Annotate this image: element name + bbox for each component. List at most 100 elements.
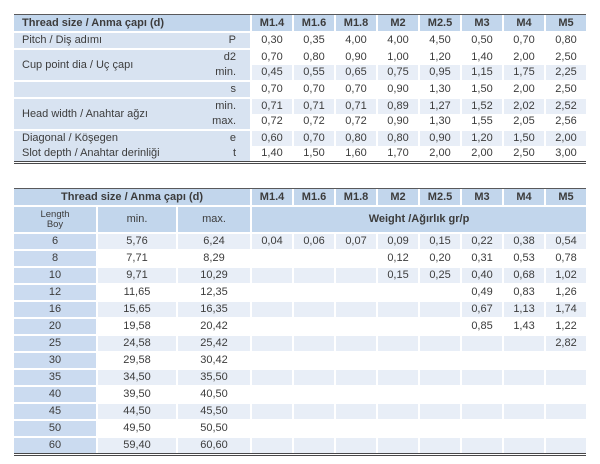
length-cell: 8 [14, 249, 96, 266]
weight-cell [376, 317, 419, 334]
value-cell: 1,40 [460, 48, 503, 65]
weight-cell [376, 334, 419, 351]
weight-row: 50 49,50 50,50 [14, 419, 587, 436]
weight-row: 25 24,58 25,42 2,82 [14, 334, 587, 351]
value-cell: 0,71 [250, 97, 293, 114]
weight-cell [334, 334, 377, 351]
weight-cell [460, 334, 503, 351]
weight-cell [250, 334, 293, 351]
weight-cell [460, 351, 503, 368]
row-label: Diagonal / Köşegen [14, 129, 194, 146]
spec-row: Head width / Anahtar ağzı min. 0,71 0,71 0,7… [14, 97, 587, 129]
weight-row: 35 34,50 35,50 [14, 368, 587, 385]
column-header-M1.4: M1.4 [250, 189, 293, 205]
subheader-row: Length Boy min. max. Weight /Ağırlık gr/… [14, 205, 587, 232]
weight-cell [292, 334, 335, 351]
thread-size-header-label: Thread size / Anma çapı (d) [14, 15, 251, 31]
weight-cell: 2,82 [544, 334, 587, 351]
value-cell: 1,52 [460, 97, 503, 114]
length-cell: 60 [14, 436, 96, 453]
weight-cell: 0,20 [418, 249, 461, 266]
weight-cell [250, 283, 293, 300]
min-cell: 44,50 [96, 402, 176, 419]
value-cell: 3,00 [544, 146, 587, 161]
value-cell: 0,80 [292, 48, 335, 65]
weight-cell [292, 436, 335, 453]
weight-cell [460, 368, 503, 385]
value-cell: 0,60 [250, 129, 293, 146]
weight-cell [460, 402, 503, 419]
value-cell: 0,71 [292, 97, 335, 114]
min-cell: 24,58 [96, 334, 176, 351]
value-cell: 1,30 [418, 114, 461, 129]
weight-cell [376, 436, 419, 453]
weight-cell [334, 351, 377, 368]
weight-cell: 0,07 [334, 232, 377, 249]
weight-cell [292, 419, 335, 436]
min-cell: 59,40 [96, 436, 176, 453]
weight-row: 45 44,50 45,50 [14, 402, 587, 419]
length-cell: 30 [14, 351, 96, 368]
weight-row: 6 5,76 6,24 0,04 0,06 0,07 0,09 0,15 0,22 0,38 0,5… [14, 232, 587, 249]
value-cell: 2,52 [544, 97, 587, 114]
weight-cell [292, 317, 335, 334]
weight-cell [418, 283, 461, 300]
value-cell: 0,72 [292, 114, 335, 129]
value-cell: 0,80 [376, 129, 419, 146]
value-cell: 0,30 [250, 31, 293, 48]
spec-row: min. 0,45 0,55 0,65 0,75 0,95 1,15 1,75 2,25 [14, 65, 587, 80]
length-cell: 50 [14, 419, 96, 436]
weight-cell: 0,09 [376, 232, 419, 249]
value-cell: 0,80 [334, 129, 377, 146]
weight-cell: 0,78 [544, 249, 587, 266]
value-cell: 2,00 [502, 48, 545, 65]
weight-cell: 0,85 [460, 317, 503, 334]
weight-cell [376, 351, 419, 368]
value-cell: 0,55 [292, 65, 335, 80]
weight-table: Thread size / Anma çapı (d) M1.4 M1.6 M1.8… [14, 188, 587, 456]
min-cell: 9,71 [96, 266, 176, 283]
weight-cell: 1,26 [544, 283, 587, 300]
weight-cell [334, 283, 377, 300]
weight-cell [502, 334, 545, 351]
weight-cell [250, 351, 293, 368]
max-cell: 40,50 [176, 385, 251, 402]
value-cell: 1,20 [460, 129, 503, 146]
length-cell: 45 [14, 402, 96, 419]
max-cell: 30,42 [176, 351, 251, 368]
weight-cell: 0,15 [418, 232, 461, 249]
min-cell: 49,50 [96, 419, 176, 436]
column-header-M5: M5 [544, 189, 587, 205]
value-cell: 1,55 [460, 114, 503, 129]
column-header-M1.4: M1.4 [250, 15, 293, 31]
row-label [14, 80, 194, 97]
max-cell: 60,60 [176, 436, 251, 453]
weight-cell [502, 368, 545, 385]
weight-cell: 1,43 [502, 317, 545, 334]
weight-cell [292, 300, 335, 317]
length-column-header: Length Boy [14, 205, 96, 232]
weight-cell [376, 300, 419, 317]
max-column-header: max. [176, 205, 251, 232]
weight-cell [250, 419, 293, 436]
column-header-M4: M4 [502, 189, 545, 205]
weight-cell: 0,54 [544, 232, 587, 249]
value-cell: 1,30 [418, 80, 461, 97]
thread-size-header-row-2: Thread size / Anma çapı (d) M1.4 M1.6 M1.8… [14, 189, 587, 205]
column-header-M1.6: M1.6 [292, 15, 335, 31]
weight-cell [292, 385, 335, 402]
value-cell: 2,50 [502, 146, 545, 161]
weight-cell [460, 436, 503, 453]
value-cell: 0,90 [376, 80, 419, 97]
weight-row: 20 19,58 20,42 0,85 1,43 1,22 [14, 317, 587, 334]
value-cell: 1,27 [418, 97, 461, 114]
min-cell: 34,50 [96, 368, 176, 385]
weight-cell [502, 436, 545, 453]
column-header-M3: M3 [460, 189, 503, 205]
value-cell: 2,02 [502, 97, 545, 114]
length-cell: 12 [14, 283, 96, 300]
thread-size-header-label-2: Thread size / Anma çapı (d) [14, 189, 251, 205]
weight-cell [250, 402, 293, 419]
row-label: Cup point dia / Uç çapı [14, 48, 194, 80]
weight-cell [460, 385, 503, 402]
